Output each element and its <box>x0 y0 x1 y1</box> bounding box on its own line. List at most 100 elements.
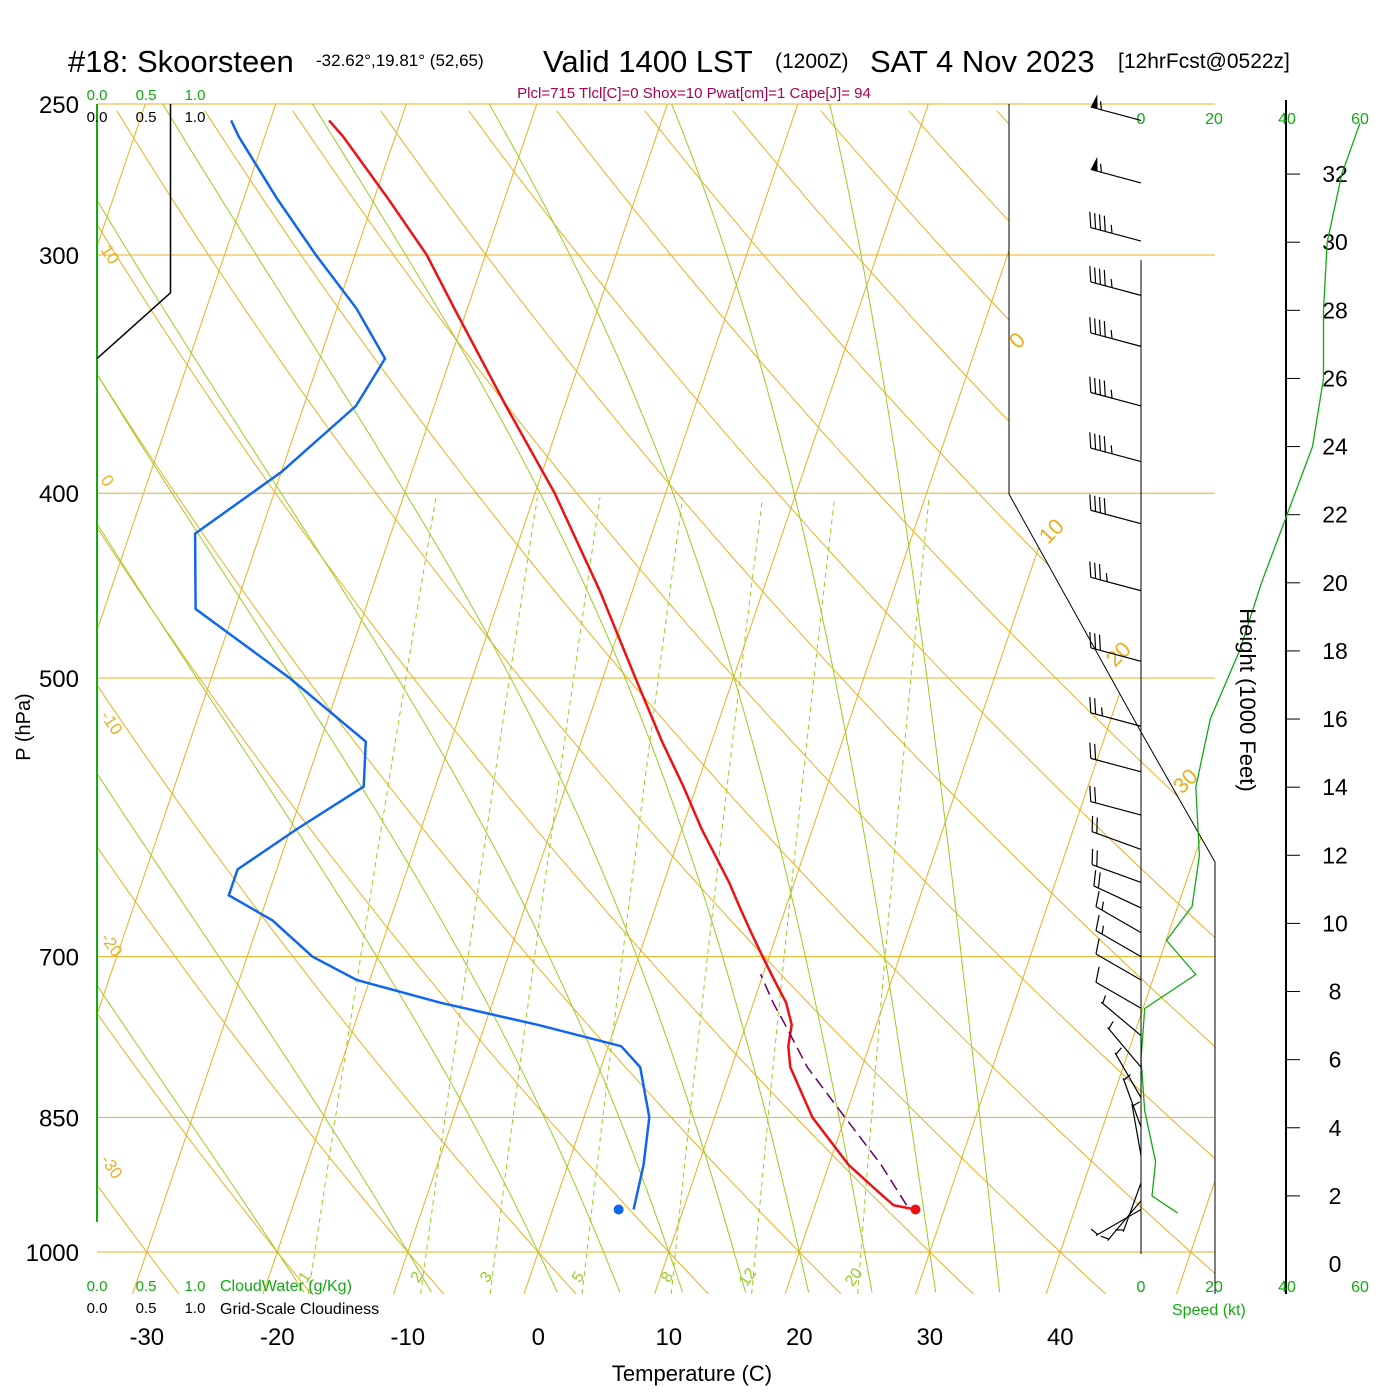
height-label-8: 8 <box>1329 979 1342 1005</box>
dry-adiabat <box>468 110 1215 1294</box>
moist-adiabat <box>829 104 1001 1293</box>
isotherm-40 <box>1045 104 1215 1294</box>
cloudiness-tick-top: 1.0 <box>185 109 206 126</box>
wind-barb <box>1091 815 1142 850</box>
dry-adiabat <box>97 110 842 1294</box>
speed-tick-top: 60 <box>1351 111 1369 128</box>
cloudwater-tick-bottom: 0.5 <box>136 1278 157 1295</box>
moist-adiabat <box>97 104 558 1293</box>
cloud-profile: 0.0 0.0 0.0 0.0 0.5 0.5 0.5 0.5 1.0 1.0 1.0 1.0 <box>87 87 206 1317</box>
sounding-profiles <box>193 119 921 1215</box>
speed-tick-bottom: 40 <box>1278 1279 1296 1296</box>
x-axis-label: Temperature (C) <box>612 1361 772 1386</box>
isotherm-20 <box>784 104 1190 1294</box>
dry-adiabat <box>116 110 1107 1294</box>
wind-barb <box>1090 94 1142 121</box>
temp-tick-40: 40 <box>1047 1324 1074 1351</box>
isobar-lines <box>97 103 1215 1253</box>
cloudiness-tick-bottom: 0.5 <box>136 1300 157 1317</box>
cloudwater-tick-top: 1.0 <box>185 87 206 104</box>
wind-barb <box>1089 561 1142 592</box>
dry-adiabat <box>1349 111 1400 1294</box>
height-label-14: 14 <box>1322 774 1348 800</box>
isotherm-label-left: -30 <box>97 1151 127 1182</box>
speed-axis-label: Speed (kt) <box>1172 1302 1246 1319</box>
wind-barb <box>1089 376 1142 407</box>
moist-adiabat <box>97 104 621 1293</box>
height-label-30: 30 <box>1322 229 1348 255</box>
mixing-ratio-label-8: 8 <box>658 1269 677 1286</box>
dry-adiabat <box>97 110 445 1294</box>
station-title: #18: Skoorsteen <box>68 44 294 79</box>
isotherm-label-left: -10 <box>97 707 127 738</box>
dry-adiabat <box>556 110 1215 1294</box>
surface-dewpoint-dot <box>613 1204 624 1215</box>
height-label-2: 2 <box>1329 1183 1342 1209</box>
wind-speed-line <box>1140 122 1361 1214</box>
dry-adiabat <box>292 110 1215 1294</box>
height-axis-label: Height (1000 Feet) <box>1235 608 1260 791</box>
isotherm-50 <box>1176 104 1215 1294</box>
cloudiness-tick-top: 0.5 <box>136 109 157 126</box>
mixing-ratio-label-5: 5 <box>569 1269 588 1286</box>
dewpoint-line <box>193 119 651 1210</box>
cloudiness-tick-top: 0.0 <box>87 109 108 126</box>
wind-barb <box>1089 631 1142 662</box>
speed-tick-top: 0 <box>1137 111 1146 128</box>
dry-adiabat <box>732 110 1215 1294</box>
mixing-ratio-line-12 <box>751 497 836 1294</box>
mixing-ratio-label-20: 20 <box>842 1265 866 1289</box>
temp-tick--10: -10 <box>390 1324 425 1351</box>
pressure-tick-1000: 1000 <box>26 1240 79 1267</box>
valid-time: Valid 1400 LST <box>543 44 753 79</box>
moist-adiabat <box>97 104 432 1293</box>
y-axis-label: P (hPa) <box>13 693 35 760</box>
wind-barb <box>1089 266 1142 296</box>
temp-tick-20: 20 <box>786 1324 813 1351</box>
temp-tick--30: -30 <box>129 1324 164 1351</box>
height-label-12: 12 <box>1322 842 1348 868</box>
surface-temperature-dot <box>910 1204 921 1215</box>
height-label-4: 4 <box>1329 1115 1342 1141</box>
speed-tick-top: 40 <box>1278 111 1296 128</box>
dry-adiabat <box>908 110 1215 1294</box>
pressure-tick-250: 250 <box>39 92 79 119</box>
isotherm--40 <box>97 104 407 1294</box>
wind-speed-profile: 0246810121416182022242628303200202040406… <box>1137 100 1369 1296</box>
pressure-tick-500: 500 <box>39 666 79 693</box>
mixing-ratio-line-2 <box>420 497 538 1294</box>
isotherm-10 <box>654 104 1060 1294</box>
moist-adiabat <box>97 104 684 1293</box>
dry-adiabat <box>97 110 709 1294</box>
cloudiness-tick-bottom: 0.0 <box>87 1300 108 1317</box>
isotherm-label-right: 0 <box>1004 327 1030 353</box>
wind-barb <box>1114 1047 1142 1098</box>
pressure-tick-400: 400 <box>39 481 79 508</box>
forecast-info: [12hrFcst@0522z] <box>1118 50 1290 73</box>
isotherm-0 <box>523 104 929 1294</box>
temp-tick-0: 0 <box>532 1324 545 1351</box>
wind-barb <box>1089 742 1142 773</box>
height-label-6: 6 <box>1329 1047 1342 1073</box>
isotherm-60 <box>1307 104 1400 1294</box>
wind-barb <box>1122 1074 1142 1128</box>
station-coords: -32.62°,19.81° (52,65) <box>316 51 484 70</box>
zulu-time: (1200Z) <box>775 50 849 73</box>
temperature-line <box>328 119 916 1211</box>
cloudwater-tick-top: 0.5 <box>136 87 157 104</box>
cloudiness-tick-bottom: 1.0 <box>185 1300 206 1317</box>
plot-borders <box>96 104 1216 1294</box>
height-label-0: 0 <box>1329 1251 1342 1277</box>
pressure-tick-700: 700 <box>39 945 79 972</box>
wind-barb <box>1090 1209 1142 1237</box>
isotherm-label-left: 10 <box>97 241 123 267</box>
wind-barbs <box>1089 94 1142 1254</box>
isotherm-30 <box>915 104 1215 1294</box>
wind-barb <box>1091 848 1142 883</box>
height-label-32: 32 <box>1322 161 1348 187</box>
cloudwater-label: CloudWater (g/Kg) <box>220 1278 352 1295</box>
temp-tick--20: -20 <box>260 1324 295 1351</box>
speed-tick-bottom: 20 <box>1205 1279 1223 1296</box>
